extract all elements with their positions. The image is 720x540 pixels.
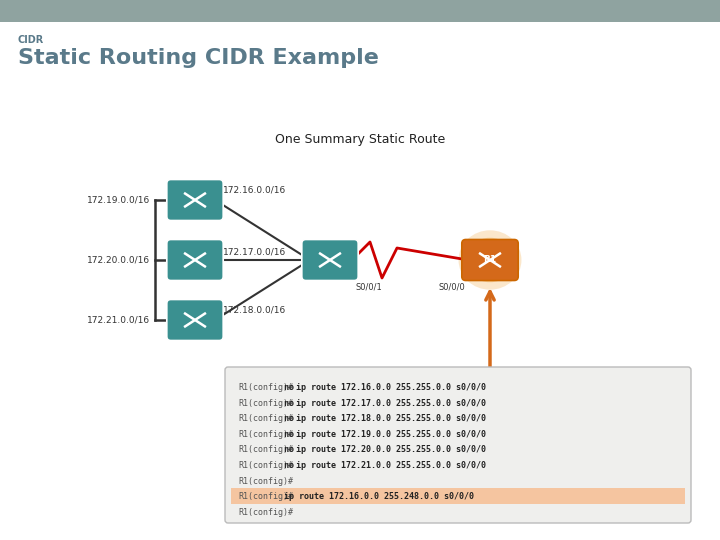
FancyBboxPatch shape bbox=[462, 240, 518, 280]
Ellipse shape bbox=[467, 238, 513, 282]
Bar bbox=[0, 0, 720, 22]
Text: no: no bbox=[284, 399, 299, 408]
Text: ip route 172.17.0.0 255.255.0.0 s0/0/0: ip route 172.17.0.0 255.255.0.0 s0/0/0 bbox=[296, 399, 486, 408]
Text: ip route 172.18.0.0 255.255.0.0 s0/0/0: ip route 172.18.0.0 255.255.0.0 s0/0/0 bbox=[296, 414, 486, 423]
Text: R1(config)#: R1(config)# bbox=[238, 399, 293, 408]
Text: no: no bbox=[284, 414, 299, 423]
Text: no: no bbox=[284, 383, 299, 392]
Text: 172.19.0.0/16: 172.19.0.0/16 bbox=[86, 195, 150, 205]
Text: 172.20.0.0/16: 172.20.0.0/16 bbox=[87, 255, 150, 265]
Bar bbox=[231, 488, 685, 504]
FancyBboxPatch shape bbox=[167, 240, 223, 280]
Text: R1(config)#: R1(config)# bbox=[238, 414, 293, 423]
Text: S0/0/0: S0/0/0 bbox=[438, 282, 465, 291]
Text: no: no bbox=[284, 430, 299, 439]
Text: 172.16.0.0/16: 172.16.0.0/16 bbox=[223, 186, 287, 194]
Text: CIDR: CIDR bbox=[18, 35, 44, 45]
Text: R1: R1 bbox=[483, 255, 497, 265]
Text: 172.21.0.0/16: 172.21.0.0/16 bbox=[87, 315, 150, 325]
Text: ip route 172.19.0.0 255.255.0.0 s0/0/0: ip route 172.19.0.0 255.255.0.0 s0/0/0 bbox=[296, 430, 486, 439]
Text: R1(config)#: R1(config)# bbox=[238, 383, 293, 392]
Text: no: no bbox=[284, 461, 299, 470]
Text: ip route 172.16.0.0 255.248.0.0 s0/0/0: ip route 172.16.0.0 255.248.0.0 s0/0/0 bbox=[284, 492, 474, 501]
Text: R1(config)#: R1(config)# bbox=[238, 508, 293, 517]
Ellipse shape bbox=[459, 230, 521, 289]
Text: R1(config)#: R1(config)# bbox=[238, 461, 293, 470]
Text: R1(config)#: R1(config)# bbox=[238, 446, 293, 455]
Text: One Summary Static Route: One Summary Static Route bbox=[275, 133, 445, 146]
Text: 172.18.0.0/16: 172.18.0.0/16 bbox=[223, 306, 287, 314]
FancyBboxPatch shape bbox=[302, 240, 359, 280]
Text: no: no bbox=[284, 446, 299, 455]
Text: Static Routing CIDR Example: Static Routing CIDR Example bbox=[18, 48, 379, 68]
FancyBboxPatch shape bbox=[167, 179, 223, 220]
Text: R1(config)#: R1(config)# bbox=[238, 492, 293, 501]
Text: ip route 172.20.0.0 255.255.0.0 s0/0/0: ip route 172.20.0.0 255.255.0.0 s0/0/0 bbox=[296, 446, 486, 455]
FancyBboxPatch shape bbox=[167, 300, 223, 341]
Text: ip route 172.16.0.0 255.255.0.0 s0/0/0: ip route 172.16.0.0 255.255.0.0 s0/0/0 bbox=[296, 383, 486, 392]
Text: R1(config)#: R1(config)# bbox=[238, 430, 293, 439]
Text: R1(config)#: R1(config)# bbox=[238, 477, 293, 485]
FancyBboxPatch shape bbox=[225, 367, 691, 523]
Text: S0/0/1: S0/0/1 bbox=[355, 282, 382, 291]
Text: ip route 172.21.0.0 255.255.0.0 s0/0/0: ip route 172.21.0.0 255.255.0.0 s0/0/0 bbox=[296, 461, 486, 470]
Text: 172.17.0.0/16: 172.17.0.0/16 bbox=[223, 247, 287, 256]
